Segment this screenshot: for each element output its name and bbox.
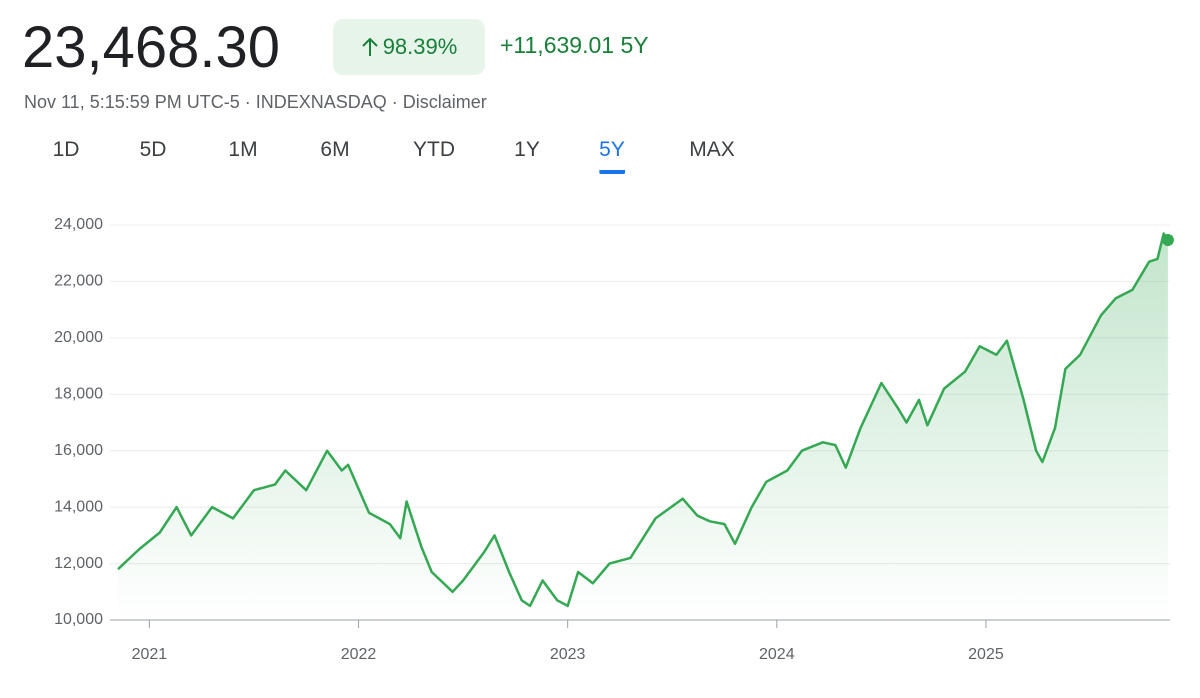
range-tab[interactable]: 5Y xyxy=(599,138,625,174)
range-tab[interactable]: 1Y xyxy=(514,138,540,161)
y-tick-label: 18,000 xyxy=(54,386,103,403)
range-tab[interactable]: 6M xyxy=(320,138,350,161)
range-tab[interactable]: 1M xyxy=(228,138,258,161)
x-tick-label: 2025 xyxy=(968,646,1004,663)
change-badge: 98.39% xyxy=(333,19,485,75)
x-tick-label: 2021 xyxy=(132,646,168,663)
y-tick-label: 22,000 xyxy=(54,273,103,290)
y-tick-label: 20,000 xyxy=(54,329,103,346)
up-arrow xyxy=(361,37,378,56)
x-tick-label: 2024 xyxy=(759,646,795,663)
range-tab[interactable]: MAX xyxy=(689,138,735,161)
range-tab[interactable]: 1D xyxy=(52,138,80,161)
end-dot xyxy=(1161,234,1174,247)
change-value: +11,639.01 xyxy=(500,32,615,58)
y-tick-label: 14,000 xyxy=(54,498,103,515)
change: +11,639.01 5Y xyxy=(500,32,649,59)
y-tick-label: 12,000 xyxy=(54,555,103,572)
price: 23,468.30 xyxy=(22,15,281,80)
area xyxy=(118,233,1168,620)
meta: Nov 11, 5:15:59 PM UTC-5 · INDEXNASDAQ ·… xyxy=(24,92,487,112)
x-tick-label: 2022 xyxy=(341,646,377,663)
line xyxy=(117,232,1169,608)
change-period: 5Y xyxy=(620,32,649,58)
y-tick-label: 16,000 xyxy=(54,442,103,459)
x-tick-label: 2023 xyxy=(550,646,586,663)
y-tick-label: 10,000 xyxy=(54,611,103,628)
change-percent: 98.39% xyxy=(382,34,458,59)
range-tab[interactable]: 5D xyxy=(139,138,167,161)
y-tick-label: 24,000 xyxy=(54,216,103,233)
range-tab[interactable]: YTD xyxy=(413,138,455,161)
